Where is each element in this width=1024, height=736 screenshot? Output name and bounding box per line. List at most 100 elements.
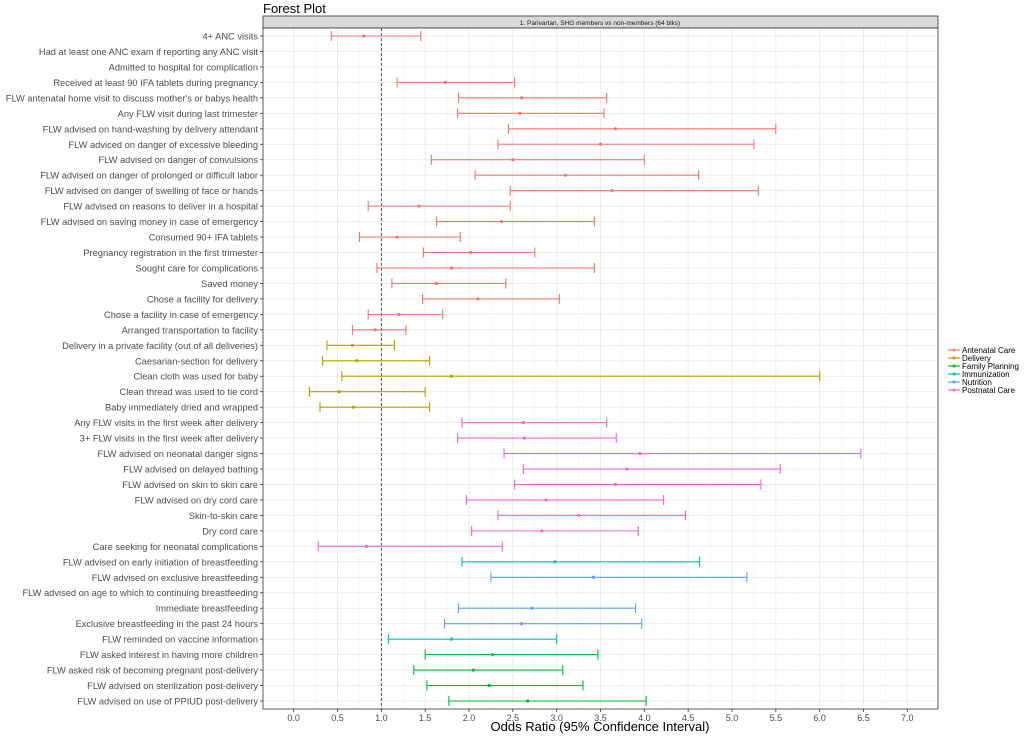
odds-ratio-point xyxy=(395,235,399,239)
odds-ratio-point xyxy=(471,668,475,672)
forest-row-mark xyxy=(497,510,687,521)
y-tick-label: Chose a facility for delivery xyxy=(147,294,258,304)
forest-row-mark xyxy=(471,525,639,536)
forest-row-mark xyxy=(457,92,608,103)
y-tick-label: FLW asked interest in having more childr… xyxy=(80,650,258,660)
y-tick-label: FLW advised on danger of convulsions xyxy=(98,155,258,165)
forest-row-mark xyxy=(461,417,608,428)
x-tick-label: 1.0 xyxy=(375,713,388,723)
forest-row-mark xyxy=(457,433,617,444)
forest-row-mark xyxy=(422,247,536,258)
y-tick-label: FLW advised on reasons to deliver in a h… xyxy=(63,202,258,212)
forest-row-mark xyxy=(522,464,781,475)
odds-ratio-point xyxy=(337,390,341,394)
x-tick-label: 2.5 xyxy=(507,713,520,723)
odds-ratio-point xyxy=(530,606,534,610)
forest-row-mark xyxy=(330,31,422,41)
odds-ratio-point xyxy=(511,158,515,162)
y-tick-label: 4+ ANC visits xyxy=(202,32,258,42)
x-tick-label: 7.0 xyxy=(901,713,914,723)
odds-ratio-point xyxy=(521,421,525,425)
odds-ratio-point xyxy=(544,498,548,502)
y-tick-label: FLW advised on danger of swelling of fac… xyxy=(45,186,259,196)
forest-row-mark xyxy=(426,680,584,691)
chart-title: Forest Plot xyxy=(263,1,326,16)
odds-ratio-point xyxy=(625,467,629,471)
forest-row-mark xyxy=(391,278,507,289)
odds-ratio-point xyxy=(540,529,544,533)
x-tick-label: 0.0 xyxy=(287,713,300,723)
y-tick-label: Had at least one ANC exam if reporting a… xyxy=(39,47,259,57)
y-tick-label: Any FLW visits in the first week after d… xyxy=(74,418,258,428)
forest-row-mark xyxy=(436,216,595,227)
forest-row-mark xyxy=(503,448,862,459)
forest-row-mark xyxy=(358,232,461,243)
x-axis-ticks: 0.0 0.5 1.0 1.5 2.0 2.5 3.0 3.5 4.0 4.5 5.0 5.5 6.0 6… xyxy=(287,709,914,723)
x-tick-label: 0.5 xyxy=(331,713,344,723)
plot-marks xyxy=(308,31,862,706)
odds-ratio-point xyxy=(598,142,603,146)
y-tick-label: FLW advised on age to which to continuin… xyxy=(23,588,259,598)
forest-row-mark xyxy=(387,634,558,645)
y-tick-label: FLW reminded on vaccine information xyxy=(102,635,258,645)
x-tick-label: 5.0 xyxy=(726,713,739,723)
x-tick-label: 2.0 xyxy=(463,713,476,723)
legend-item: Antenatal Care xyxy=(948,346,1016,355)
odds-ratio-point xyxy=(362,34,366,38)
forest-row-mark xyxy=(507,123,777,134)
y-tick-label: Exclusive breastfeeding in the past 24 h… xyxy=(76,619,259,629)
y-axis-labels: 4+ ANC visits Had at least one ANC exam i… xyxy=(6,32,263,707)
odds-ratio-point xyxy=(373,328,377,332)
odds-ratio-point xyxy=(520,622,524,626)
forest-row-mark xyxy=(319,402,431,413)
odds-ratio-point xyxy=(563,173,568,177)
odds-ratio-point xyxy=(491,653,495,657)
forest-row-mark xyxy=(413,665,564,676)
odds-ratio-point xyxy=(355,359,359,363)
forest-row-mark xyxy=(465,494,665,505)
y-tick-label: Skin-to-skin care xyxy=(189,511,258,521)
forest-row-mark xyxy=(317,541,503,552)
y-tick-label: FLW advised on dry cord care xyxy=(135,495,258,505)
y-tick-label: Admitted to hospital for complication xyxy=(109,62,258,72)
y-tick-label: Sought care for complications xyxy=(136,263,259,273)
y-tick-label: Immediate breastfeeding xyxy=(156,604,258,614)
forest-row-mark xyxy=(497,139,755,150)
odds-ratio-point xyxy=(476,297,480,301)
y-tick-label: Chose a facility in case of emergency xyxy=(104,310,258,320)
y-tick-label: Caesarian-section for delivery xyxy=(135,356,258,366)
odds-ratio-point xyxy=(449,637,454,641)
legend-key-point xyxy=(952,372,956,376)
x-tick-label: 1.5 xyxy=(419,713,432,723)
y-tick-label: FLW advised on hand-washing by delivery … xyxy=(43,124,259,134)
y-tick-label: Arranged transportation to facility xyxy=(122,325,259,335)
y-tick-label: Dry cord care xyxy=(202,526,258,536)
forest-row-mark xyxy=(341,371,821,382)
forest-row-mark xyxy=(430,154,645,165)
y-tick-label: FLW advised on delayed bathing xyxy=(123,465,258,475)
x-tick-label: 3.5 xyxy=(594,713,607,723)
y-tick-label: FLW advised on danger of prolonged or di… xyxy=(40,171,258,181)
forest-row-mark xyxy=(474,170,700,181)
forest-row-mark xyxy=(514,479,762,490)
forest-row-mark xyxy=(421,293,560,304)
y-tick-label: FLW advised on exclusive breastfeeding xyxy=(92,573,258,583)
x-axis-title: Odds Ratio (95% Confidence Interval) xyxy=(491,719,710,734)
legend-key-point xyxy=(952,356,956,360)
odds-ratio-point xyxy=(350,343,355,347)
forest-row-mark xyxy=(308,386,426,397)
forest-row-mark xyxy=(367,309,444,320)
odds-ratio-point xyxy=(364,544,369,548)
facet-strip-label: 1. Parivartan, SHG members vs non-member… xyxy=(520,20,680,27)
odds-ratio-point xyxy=(449,374,454,378)
odds-ratio-point xyxy=(397,312,401,316)
y-tick-label: FLW advised on saving money in case of e… xyxy=(41,217,259,227)
y-tick-label: Consumed 90+ IFA tablets xyxy=(149,233,259,243)
y-tick-label: FLW advised on neonatal danger signs xyxy=(97,449,258,459)
odds-ratio-point xyxy=(638,451,642,456)
odds-ratio-point xyxy=(520,96,524,100)
legend-label: Postnatal Care xyxy=(962,386,1015,395)
legend-key-point xyxy=(952,364,956,368)
y-tick-label: Pregnancy registration in the first trim… xyxy=(83,248,258,258)
odds-ratio-point xyxy=(499,219,504,224)
